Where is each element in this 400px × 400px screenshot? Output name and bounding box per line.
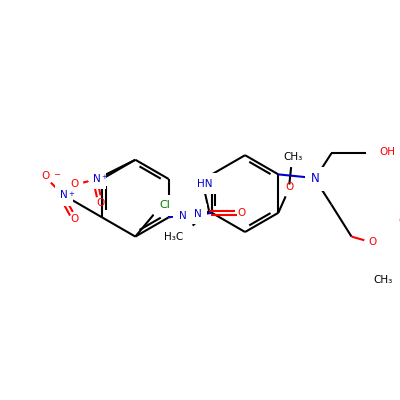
Text: HN: HN [197, 178, 212, 188]
Text: OH: OH [379, 146, 395, 156]
Text: N: N [310, 172, 319, 186]
Text: −: − [53, 170, 60, 179]
Text: O: O [70, 214, 79, 224]
Text: H₃C: H₃C [164, 232, 184, 242]
Text: O: O [41, 171, 50, 181]
Text: O: O [398, 216, 400, 226]
Text: O: O [368, 237, 376, 247]
Text: CH₃: CH₃ [373, 276, 392, 286]
Text: CH₃: CH₃ [283, 152, 302, 162]
Text: N: N [194, 209, 202, 219]
Text: O: O [70, 180, 78, 190]
Text: +: + [102, 174, 107, 180]
Text: O: O [238, 208, 246, 218]
Text: −: − [82, 177, 89, 186]
Text: O: O [285, 182, 294, 192]
Text: Cl: Cl [159, 200, 170, 210]
Text: N: N [60, 190, 68, 200]
Text: +: + [68, 191, 74, 197]
Text: N: N [93, 174, 101, 184]
Text: O: O [96, 198, 105, 208]
Text: N: N [178, 211, 186, 221]
